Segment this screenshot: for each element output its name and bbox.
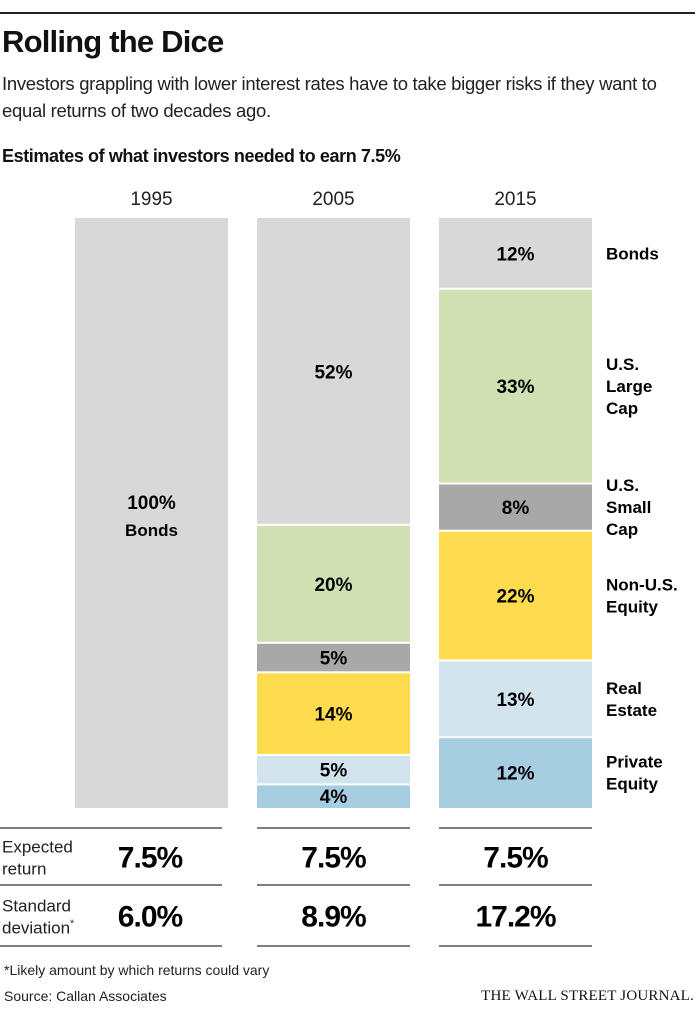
legend-label-line: U.S. (606, 355, 639, 374)
category-label: 1995 (130, 189, 172, 210)
legend-label-line: Real (606, 679, 642, 698)
data-label: 12% (496, 764, 534, 785)
chart-headline: Rolling the Dice (2, 24, 224, 59)
legend-label: Bonds (606, 244, 659, 263)
legend-label-line: Large (606, 377, 652, 396)
data-label: 8% (502, 498, 530, 519)
legend-label-line: Private (606, 753, 663, 772)
bar-segment (257, 785, 410, 808)
table-value: 7.5% (301, 842, 366, 875)
bar-segment (257, 755, 410, 784)
bar-segment (257, 218, 410, 524)
row-label: Standard deviation* (2, 897, 74, 938)
table-value: 17.2% (475, 901, 555, 934)
bar-segment (439, 484, 592, 530)
top-rule (0, 12, 695, 14)
legend-label: Private Equity (606, 753, 663, 794)
chart-subtitle: Investors grappling with lower interest … (2, 73, 657, 121)
table-value: 7.5% (483, 842, 548, 875)
legend-label: U.S. Large Cap (606, 355, 652, 418)
bar-sublabel: Bonds (125, 521, 178, 540)
category-label: 2005 (312, 189, 354, 210)
stacked-bar-chart: 1995 100% Bonds 2005 52% 20% 5% 14% 5% 4% 2015 12% B… (0, 189, 678, 947)
bar-segment (257, 643, 410, 672)
bar-segment (439, 218, 592, 288)
bar-segment (439, 661, 592, 737)
legend-label-line: Cap (606, 399, 638, 418)
bar-segment (75, 218, 228, 808)
chart-title: Estimates of what investors needed to ea… (2, 146, 401, 166)
bar-segment (257, 673, 410, 754)
data-label: 5% (320, 649, 348, 670)
data-label: 33% (496, 377, 534, 398)
bar-segment (439, 531, 592, 660)
legend-label-line: Equity (606, 598, 658, 617)
legend-label: Real Estate (606, 679, 657, 720)
data-label: 4% (320, 787, 348, 808)
legend-label-line: Estate (606, 701, 657, 720)
data-label: 52% (314, 362, 352, 383)
legend-label: U.S. Small Cap (606, 476, 651, 539)
legend-label-line: Bonds (606, 244, 659, 263)
row-label: Expected return (2, 838, 73, 879)
legend-label: Non-U.S. Equity (606, 576, 678, 617)
data-label: 5% (320, 761, 348, 782)
data-label: 12% (496, 244, 534, 265)
legend-label-line: Cap (606, 520, 638, 539)
legend-label-line: Non-U.S. (606, 576, 678, 595)
row-label-line: return (2, 860, 46, 879)
publisher-logo: THE WALL STREET JOURNAL. (481, 988, 694, 1004)
table-value: 6.0% (118, 901, 183, 934)
data-label: 14% (314, 705, 352, 726)
bar-segment (439, 289, 592, 483)
footnote: *Likely amount by which returns could va… (4, 962, 270, 978)
bar-segment (439, 738, 592, 808)
legend-label-line: Small (606, 498, 651, 517)
footnote-mark: * (70, 919, 74, 930)
row-label-line: Standard (2, 897, 71, 916)
legend-label-line: U.S. (606, 476, 639, 495)
category-label: 2015 (494, 189, 536, 210)
table-value: 8.9% (301, 901, 366, 934)
legend-label-line: Equity (606, 775, 658, 794)
data-label: 20% (314, 575, 352, 596)
bar-segment (257, 525, 410, 642)
data-label: 13% (496, 690, 534, 711)
data-label: 100% (127, 493, 176, 514)
row-label-line: deviation (2, 919, 70, 938)
source: Source: Callan Associates (4, 988, 167, 1004)
table-value: 7.5% (118, 842, 183, 875)
data-label: 22% (496, 587, 534, 608)
row-label-line: Expected (2, 838, 73, 857)
